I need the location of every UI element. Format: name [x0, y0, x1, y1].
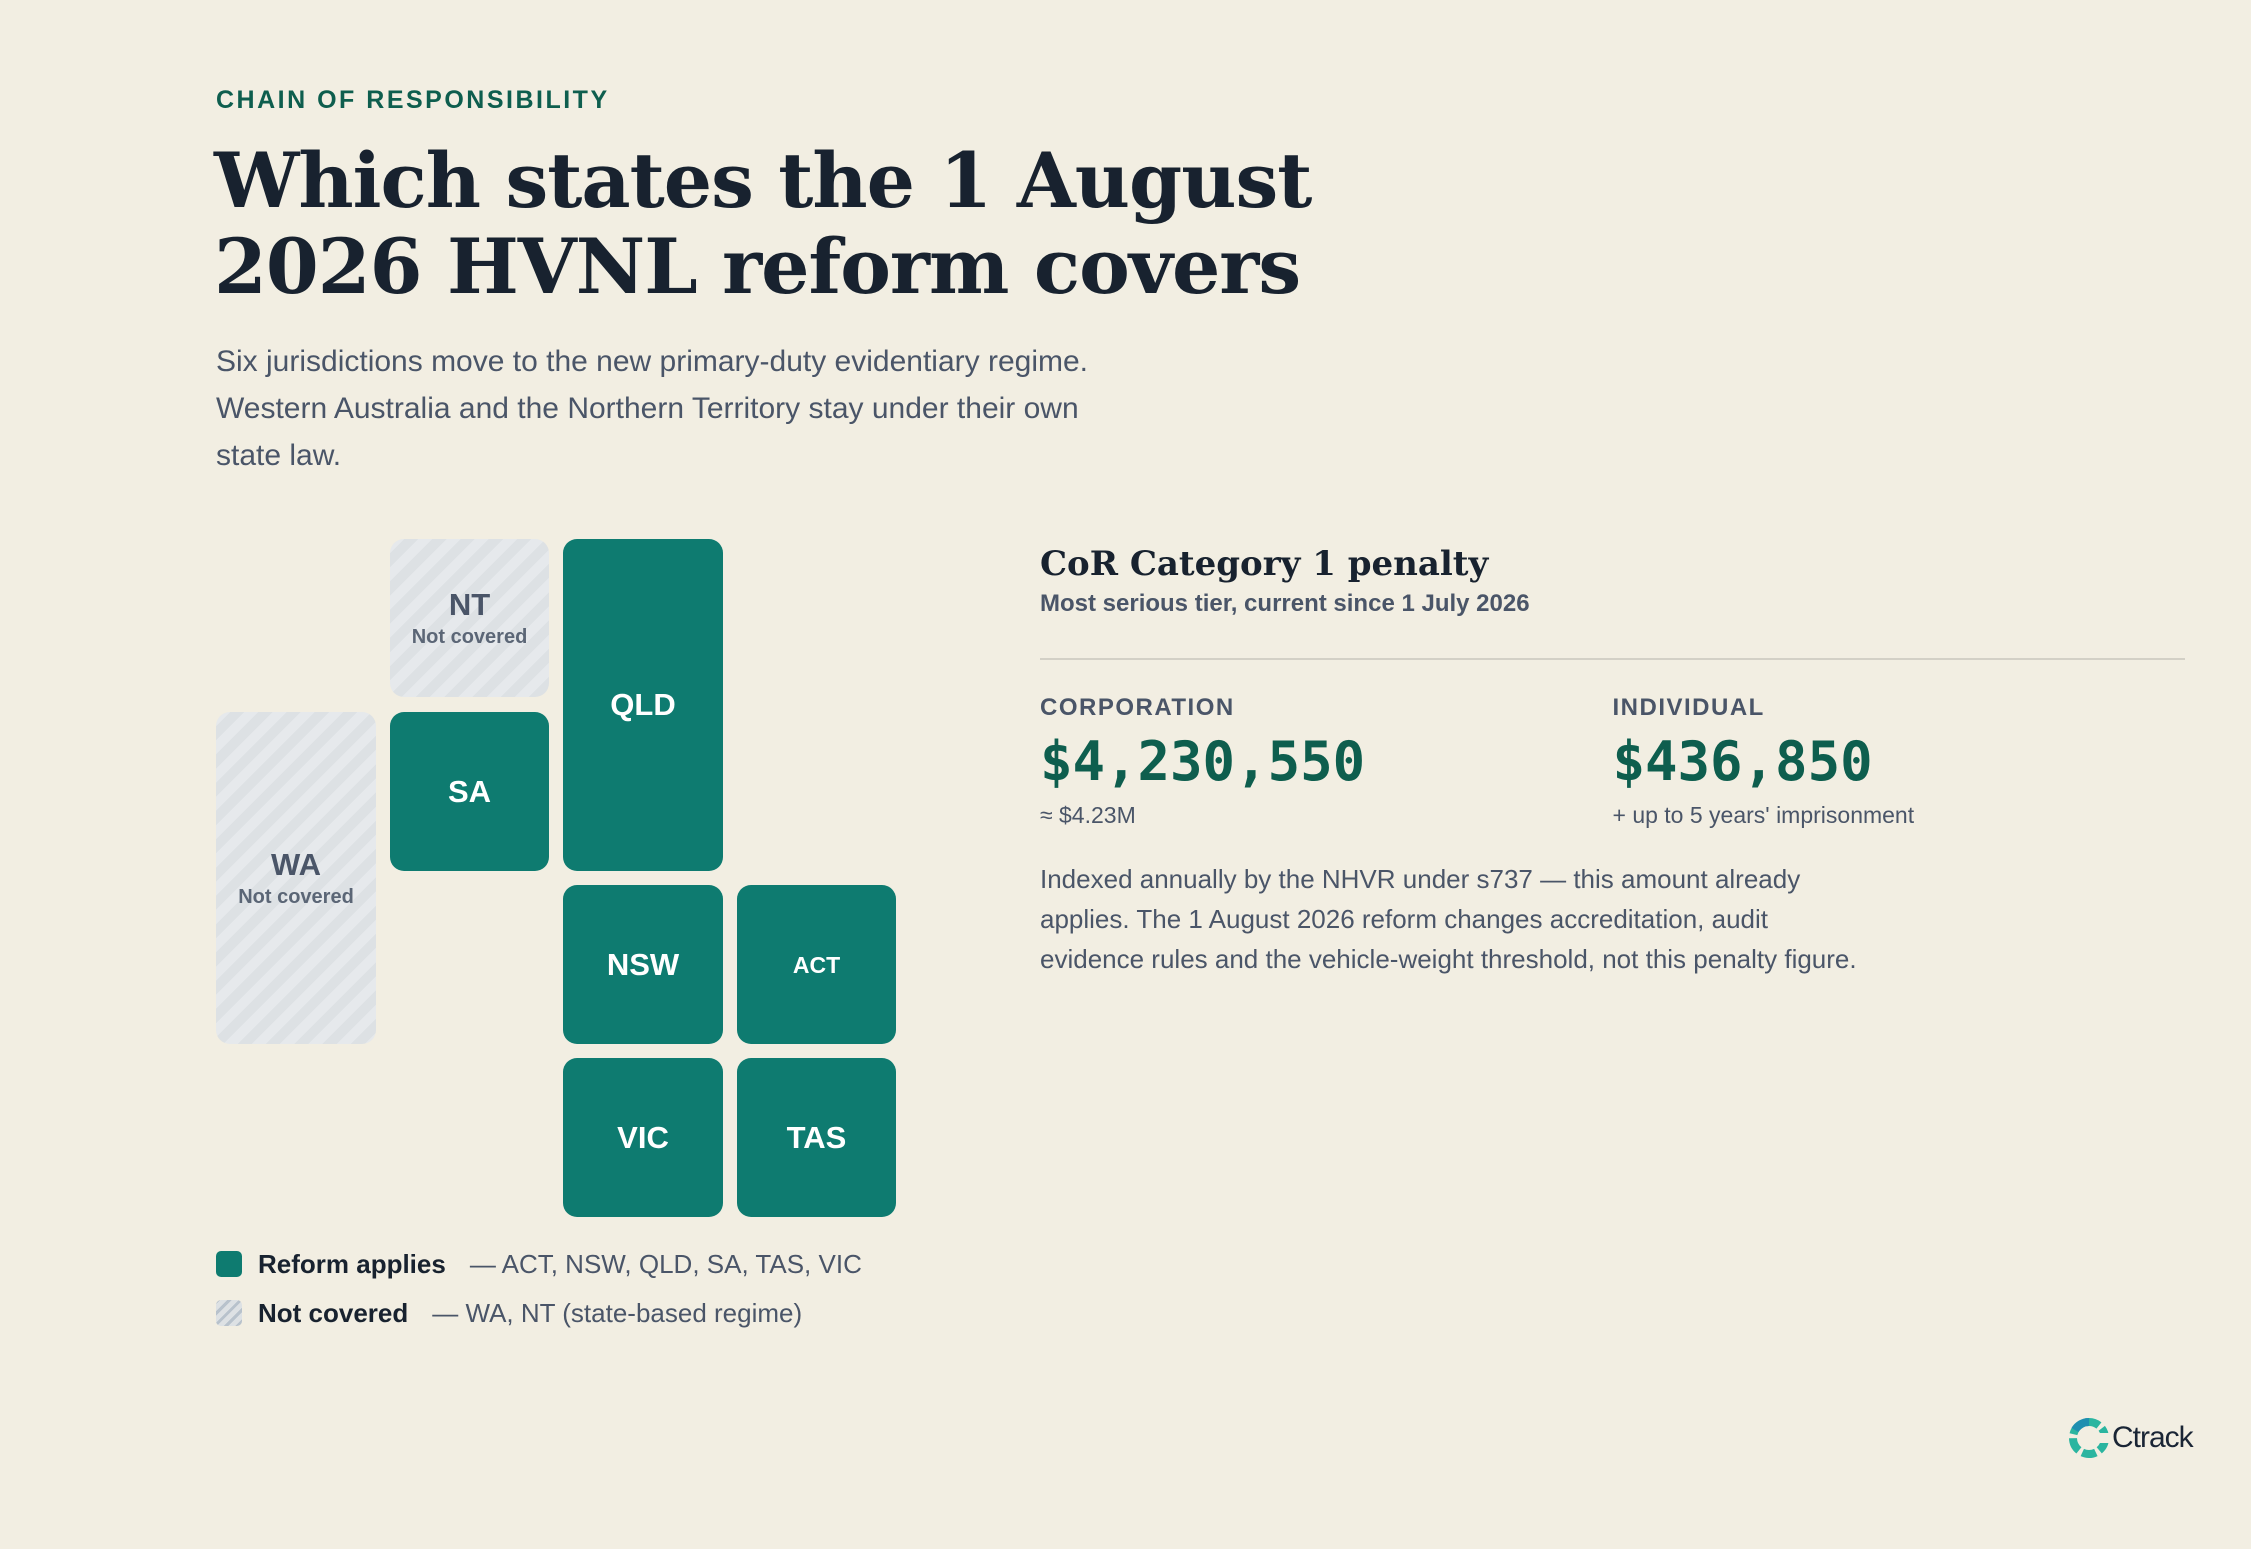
- legend-label-excluded: Not covered: [258, 1297, 409, 1328]
- stat-individual-label: INDIVIDUAL: [1612, 694, 1765, 721]
- stat-individual: INDIVIDUAL $436,850 + up to 5 years' imp…: [1613, 694, 2186, 829]
- legend-swatch-excluded: [216, 1300, 242, 1326]
- tile-sa-code: SA: [447, 773, 492, 809]
- stat-corporation-note: ≈ $4.23M: [1040, 802, 1136, 828]
- legend-swatch-covered: [216, 1251, 242, 1277]
- tile-qld: QLD: [563, 539, 723, 871]
- legend-item-covered: Reform applies — ACT, NSW, QLD, SA, TAS,…: [216, 1248, 862, 1279]
- tile-nt-code: NT: [448, 586, 491, 622]
- page-title: Which states the 1 August 2026 HVNL refo…: [214, 136, 1312, 311]
- tile-nsw-code: NSW: [606, 946, 680, 982]
- divider: [1040, 658, 2185, 660]
- tile-vic-code: VIC: [617, 1119, 669, 1155]
- tile-nt-status: Not covered: [411, 625, 528, 648]
- tile-act: ACT: [737, 885, 896, 1044]
- tile-tas-code: TAS: [786, 1119, 847, 1155]
- legend-detail-excluded: — WA, NT (state-based regime): [432, 1297, 803, 1328]
- dek: Six jurisdictions move to the new primar…: [216, 345, 1089, 472]
- tile-wa-status: Not covered: [238, 885, 354, 908]
- stat-corporation: CORPORATION $4,230,550 ≈ $4.23M: [1040, 694, 1613, 829]
- legend: Reform applies — ACT, NSW, QLD, SA, TAS,…: [216, 1248, 862, 1348]
- stat-individual-value: $436,850: [1612, 730, 1873, 793]
- stat-corporation-value: $4,230,550: [1040, 730, 1366, 793]
- stat-corporation-label: CORPORATION: [1040, 694, 1235, 721]
- ctrack-logo-text: Ctrack: [2112, 1421, 2194, 1454]
- legend-item-excluded: Not covered — WA, NT (state-based regime…: [216, 1297, 862, 1328]
- tile-vic: VIC: [563, 1058, 723, 1217]
- penalty-stats: CORPORATION $4,230,550 ≈ $4.23M INDIVIDU…: [1040, 694, 2185, 829]
- penalty-body: Indexed annually by the NHVR under s737 …: [1040, 864, 1857, 974]
- stat-individual-note: + up to 5 years' imprisonment: [1612, 802, 1915, 828]
- tile-nt: NT Not covered: [390, 539, 549, 697]
- tile-act-code: ACT: [792, 951, 841, 978]
- legend-label-covered: Reform applies: [258, 1248, 446, 1279]
- eyebrow: CHAIN OF RESPONSIBILITY: [216, 86, 610, 114]
- tile-wa-code: WA: [271, 846, 321, 882]
- tile-tas: TAS: [737, 1058, 896, 1217]
- penalty-panel: CoR Category 1 penalty Most serious tier…: [1040, 540, 2185, 979]
- penalty-title: CoR Category 1 penalty: [1040, 544, 1489, 584]
- ctrack-logo: Ctrack: [2064, 1413, 2194, 1463]
- tile-wa: WA Not covered: [216, 712, 376, 1044]
- legend-detail-covered: — ACT, NSW, QLD, SA, TAS, VIC: [469, 1248, 862, 1279]
- tile-nsw: NSW: [563, 885, 723, 1044]
- tile-sa: SA: [390, 712, 549, 871]
- ctrack-logo-icon: [2069, 1417, 2109, 1458]
- penalty-subtitle: Most serious tier, current since 1 July …: [1040, 590, 1530, 617]
- tile-qld-code: QLD: [610, 687, 676, 722]
